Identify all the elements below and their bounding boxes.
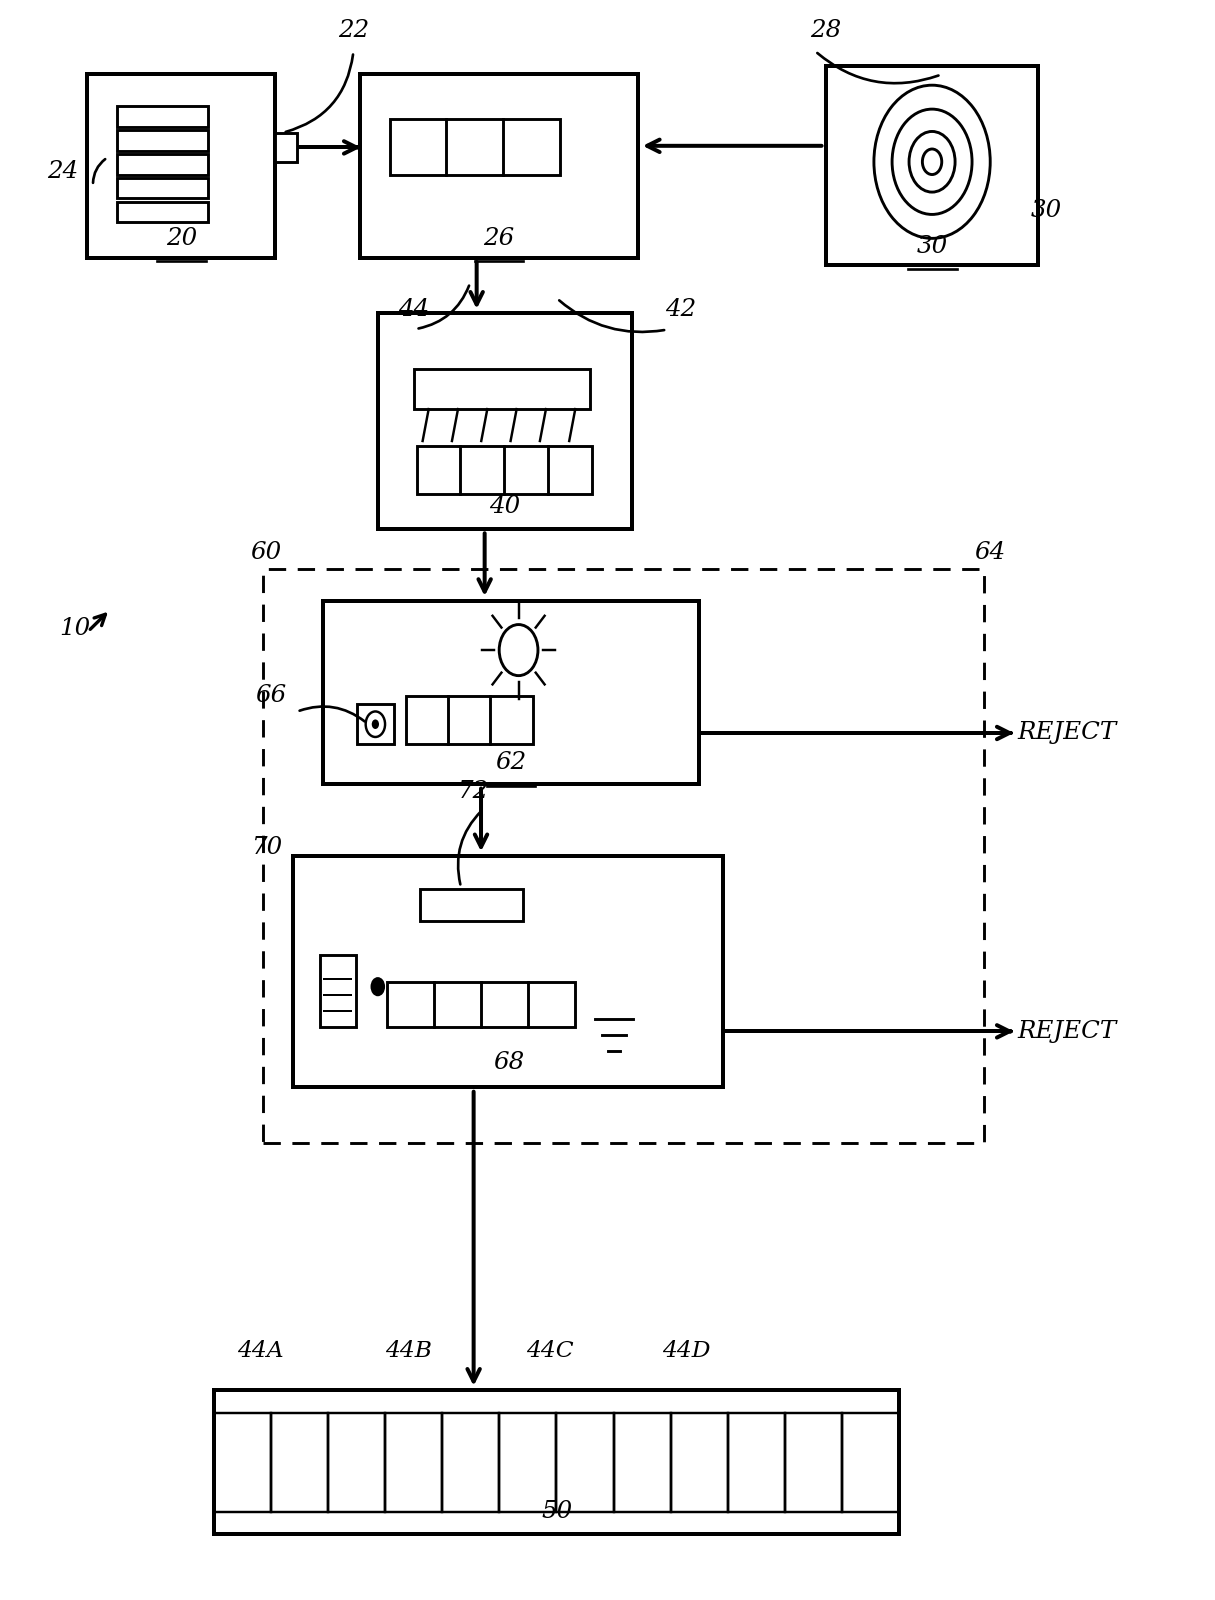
Text: 50: 50 bbox=[541, 1499, 572, 1523]
Bar bbox=[841, 1413, 898, 1512]
Bar bbox=[614, 1413, 669, 1512]
Text: 24: 24 bbox=[47, 160, 78, 182]
Text: 26: 26 bbox=[482, 227, 514, 250]
Bar bbox=[556, 1413, 614, 1512]
Bar bbox=[825, 66, 1038, 266]
Text: 40: 40 bbox=[488, 494, 520, 517]
Bar bbox=[323, 600, 699, 784]
Bar bbox=[669, 1413, 727, 1512]
Text: REJECT: REJECT bbox=[1017, 722, 1115, 744]
Bar bbox=[784, 1413, 841, 1512]
Text: 68: 68 bbox=[492, 1051, 524, 1075]
Text: 72: 72 bbox=[457, 781, 487, 803]
Bar bbox=[328, 1413, 385, 1512]
Text: 30: 30 bbox=[1030, 200, 1062, 222]
Text: 60: 60 bbox=[250, 541, 282, 563]
Bar bbox=[378, 314, 632, 528]
Text: 28: 28 bbox=[809, 19, 841, 42]
Bar bbox=[87, 74, 275, 258]
Circle shape bbox=[371, 978, 385, 997]
Text: 30: 30 bbox=[916, 235, 948, 258]
Bar bbox=[117, 202, 208, 222]
Bar bbox=[499, 1413, 556, 1512]
Bar bbox=[320, 955, 356, 1027]
Text: 44A: 44A bbox=[237, 1339, 283, 1362]
Circle shape bbox=[372, 720, 379, 730]
Bar bbox=[406, 696, 532, 744]
Text: 44B: 44B bbox=[384, 1339, 431, 1362]
Bar bbox=[357, 704, 394, 744]
Text: 20: 20 bbox=[165, 227, 197, 250]
Bar bbox=[727, 1413, 784, 1512]
Bar bbox=[442, 1413, 499, 1512]
Text: 62: 62 bbox=[495, 752, 526, 774]
Bar bbox=[385, 1413, 442, 1512]
Bar bbox=[214, 1390, 898, 1534]
Text: REJECT: REJECT bbox=[1017, 1019, 1115, 1043]
Text: 42: 42 bbox=[665, 298, 696, 322]
Text: 44D: 44D bbox=[662, 1339, 711, 1362]
Bar bbox=[390, 118, 559, 174]
Bar bbox=[117, 154, 208, 174]
Text: 70: 70 bbox=[250, 837, 282, 859]
Bar bbox=[420, 888, 522, 920]
Bar bbox=[417, 446, 592, 494]
Text: 64: 64 bbox=[973, 541, 1005, 563]
Text: 66: 66 bbox=[255, 685, 287, 707]
Bar bbox=[117, 130, 208, 150]
Bar bbox=[262, 568, 983, 1142]
Bar bbox=[360, 74, 638, 258]
Bar bbox=[214, 1413, 271, 1512]
Bar bbox=[117, 106, 208, 126]
Text: 10: 10 bbox=[60, 618, 90, 640]
Bar bbox=[388, 982, 575, 1027]
Text: 44C: 44C bbox=[526, 1339, 573, 1362]
Bar bbox=[275, 133, 296, 162]
Text: 22: 22 bbox=[338, 19, 369, 42]
Bar bbox=[271, 1413, 328, 1512]
Bar bbox=[414, 370, 589, 410]
Bar bbox=[117, 178, 208, 198]
Bar bbox=[293, 856, 723, 1088]
Text: 44: 44 bbox=[399, 298, 429, 322]
